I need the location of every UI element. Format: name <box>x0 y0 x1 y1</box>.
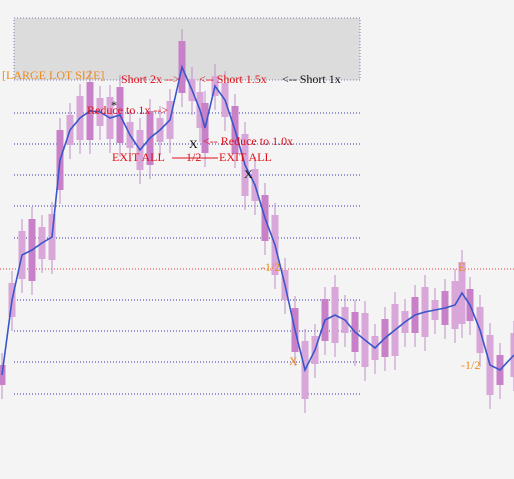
marker: X <box>189 137 198 151</box>
annotation: 1/2 <box>186 150 201 164</box>
price-line <box>1 64 514 376</box>
annotation: <-- Short 1.5x <box>199 72 267 86</box>
marker: -1/2 <box>261 260 280 274</box>
annotation: Reduce to 1x --> <box>87 103 168 117</box>
annotation: <-- Short 1x <box>282 72 341 86</box>
marker: -1/2 <box>461 358 480 372</box>
zone-label: [LARGE LOT SIZE] <box>2 68 104 82</box>
annotation: <-- Reduce to 1.0x <box>203 134 293 148</box>
marker: E <box>458 260 465 274</box>
marker: * <box>111 98 117 112</box>
large-lot-zone <box>13 17 361 81</box>
candle-body <box>510 333 514 377</box>
marker: X <box>289 354 298 368</box>
annotation: EXIT ALL <box>112 150 165 164</box>
marker: X <box>244 167 253 181</box>
annotation: EXIT ALL <box>219 150 272 164</box>
annotation: Short 2x --> <box>121 72 180 86</box>
